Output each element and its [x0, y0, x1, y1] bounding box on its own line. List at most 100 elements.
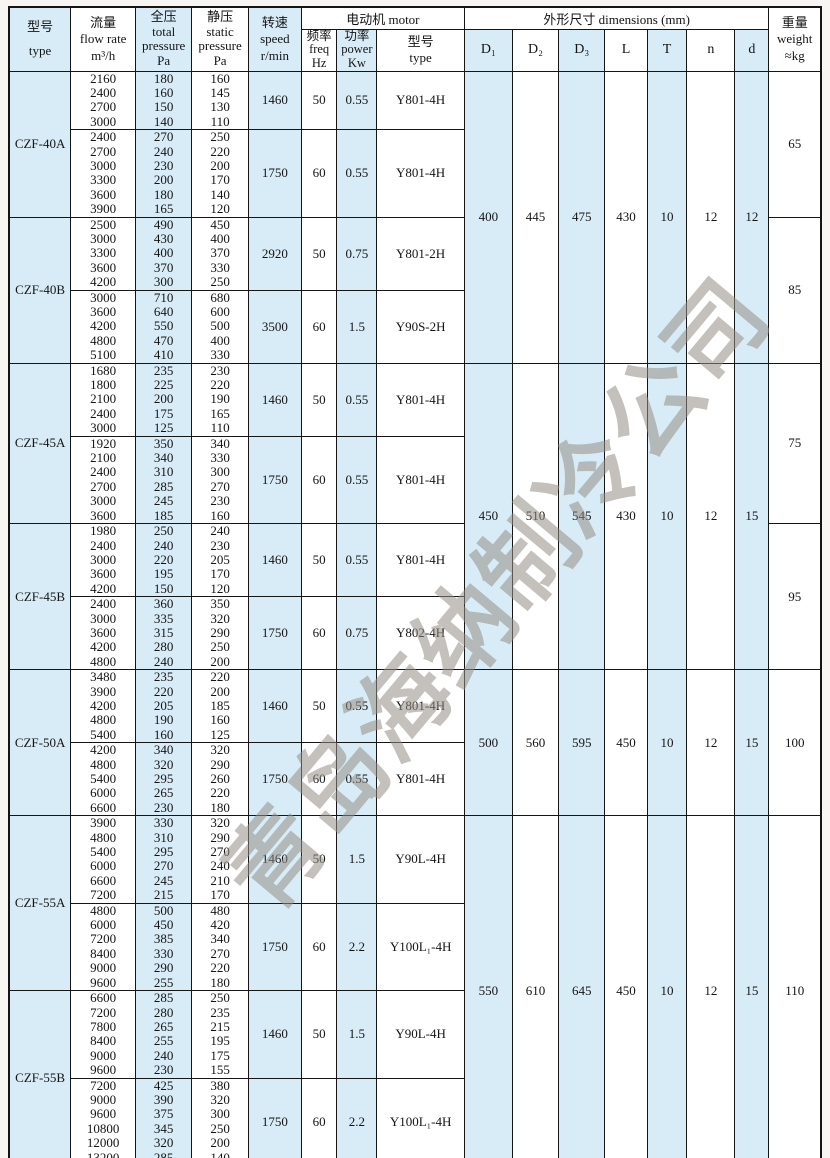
- weight-cell: 85: [768, 216, 822, 364]
- static-pressure-cell: 320 290 260 220 180: [191, 742, 249, 817]
- header-sub-row: 频率 freq Hz 功率 power Kw 型号 type D₁ D₂ D₃ …: [9, 28, 821, 72]
- col-header-d1: D₁: [463, 28, 513, 72]
- static-pressure-cell: 160 145 130 110: [191, 70, 249, 131]
- dim-T-cell: 10: [646, 669, 688, 817]
- dim-d1-cell: 400: [463, 70, 513, 364]
- dim-d1-cell: 550: [463, 815, 513, 1158]
- dim-n-cell: 12: [686, 815, 736, 1158]
- dim-d2-cell: 510: [511, 362, 560, 671]
- dim-T-cell: 10: [646, 815, 688, 1158]
- flow-cell: 2160 2400 2700 3000: [70, 70, 137, 131]
- power-cell: 1.5: [336, 990, 378, 1079]
- total-pressure-cell: 500 450 385 330 290 255: [135, 902, 193, 992]
- col-header-d: d: [734, 28, 770, 72]
- static-pressure-cell: 680 600 500 400 330: [191, 289, 249, 364]
- dim-d1-cell: 450: [463, 362, 513, 671]
- flow-cell: 3900 4800 5400 6000 6600 7200: [70, 815, 137, 904]
- weight-cell: 110: [768, 815, 822, 1158]
- flow-cell: 3000 3600 4200 4800 5100: [70, 289, 137, 364]
- static-pressure-cell: 450 400 370 330 250: [191, 216, 249, 291]
- flow-cell: 6600 7200 7800 8400 9000 9600: [70, 990, 137, 1079]
- speed-cell: 1750: [248, 596, 302, 671]
- col-header-static-pressure: 静压 static pressure Pa: [191, 6, 249, 72]
- dim-d2-cell: 560: [511, 669, 560, 817]
- motor-type-cell: Y90S-2H: [376, 289, 465, 364]
- speed-cell: 1750: [248, 129, 302, 218]
- dim-d2-cell: 610: [511, 815, 560, 1158]
- dim-d-cell: 15: [734, 362, 770, 671]
- motor-type-cell: Y801-4H: [376, 362, 465, 437]
- power-cell: 2.2: [336, 902, 378, 992]
- dim-n-cell: 12: [686, 669, 736, 817]
- model-name: CZF-55B: [8, 990, 72, 1158]
- spec-row: CZF-45B 1980 2400 3000 3600 4200 250 240…: [8, 523, 822, 671]
- motor-type-cell: Y90L-4H: [376, 990, 465, 1079]
- flow-cell: 2400 2700 3000 3300 3600 3900: [70, 129, 137, 218]
- motor-type-cell: Y801-4H: [376, 742, 465, 817]
- col-header-speed: 转速 speed r/min: [248, 6, 302, 72]
- col-header-L: L: [604, 28, 648, 72]
- spec-row: 2400 3000 3600 4200 4800 360 335 315 280…: [9, 596, 821, 671]
- motor-type-cell: Y100L₁-4H: [376, 902, 465, 992]
- dim-n-cell: 12: [686, 70, 736, 364]
- dim-d3-cell: 595: [558, 669, 606, 817]
- dim-L-cell: 430: [604, 70, 648, 364]
- dim-L-cell: 450: [604, 815, 648, 1158]
- spec-row: 4800 6000 7200 8400 9000 9600 500 450 38…: [9, 902, 821, 992]
- dim-T-cell: 10: [646, 362, 688, 671]
- static-pressure-cell: 350 320 290 250 200: [191, 596, 249, 671]
- spec-row: CZF-50A 3480 3900 4200 4800 5400 235 220…: [8, 669, 822, 817]
- freq-cell: 50: [300, 815, 338, 904]
- model-name: CZF-50A: [8, 669, 72, 817]
- fan-spec-table: 型号 type 流量 flow rate m³/h 全压 total press…: [8, 6, 822, 1158]
- motor-type-cell: Y100L₁-4H: [376, 1077, 465, 1158]
- motor-type-cell: Y801-4H: [376, 435, 465, 525]
- speed-cell: 1750: [248, 1077, 302, 1158]
- static-pressure-cell: 380 320 300 250 200 140: [191, 1077, 249, 1158]
- flow-cell: 3480 3900 4200 4800 5400: [70, 669, 137, 744]
- freq-cell: 60: [300, 289, 338, 364]
- flow-cell: 7200 9000 9600 10800 12000 13200: [70, 1077, 137, 1158]
- static-pressure-cell: 220 200 185 160 125: [191, 669, 249, 744]
- freq-cell: 60: [300, 129, 338, 218]
- freq-cell: 60: [300, 742, 338, 817]
- power-cell: 0.55: [336, 435, 378, 525]
- power-cell: 0.55: [336, 362, 378, 437]
- col-header-type: 型号 type: [8, 6, 72, 72]
- freq-cell: 60: [300, 435, 338, 525]
- power-cell: 0.55: [336, 742, 378, 817]
- static-pressure-cell: 340 330 300 270 230 160: [191, 435, 249, 525]
- spec-row: 3000 3600 4200 4800 5100 710 640 550 470…: [9, 289, 821, 364]
- freq-cell: 50: [300, 669, 338, 744]
- dim-L-cell: 430: [604, 362, 648, 671]
- dim-L-cell: 450: [604, 669, 648, 817]
- static-pressure-cell: 320 290 270 240 210 170: [191, 815, 249, 904]
- total-pressure-cell: 425 390 375 345 320 285: [135, 1077, 193, 1158]
- spec-row: 1920 2100 2400 2700 3000 3600 350 340 31…: [9, 435, 821, 525]
- speed-cell: 1750: [248, 742, 302, 817]
- motor-type-cell: Y801-2H: [376, 216, 465, 291]
- model-name: CZF-40A: [8, 70, 72, 218]
- col-header-T: T: [646, 28, 688, 72]
- motor-type-cell: Y90L-4H: [376, 815, 465, 904]
- model-name: CZF-45A: [8, 362, 72, 525]
- speed-cell: 1460: [248, 523, 302, 598]
- dim-d3-cell: 545: [558, 362, 606, 671]
- spec-row: 4200 4800 5400 6000 6600 340 320 295 265…: [9, 742, 821, 817]
- spec-row: CZF-55B 6600 7200 7800 8400 9000 9600 28…: [8, 990, 821, 1158]
- col-header-motor-type: 型号 type: [376, 28, 465, 72]
- power-cell: 0.55: [336, 129, 378, 218]
- model-name: CZF-55A: [8, 815, 72, 992]
- freq-cell: 50: [300, 216, 338, 291]
- freq-cell: 50: [300, 523, 338, 598]
- power-cell: 0.55: [336, 70, 378, 131]
- freq-cell: 50: [300, 990, 338, 1079]
- power-cell: 0.75: [336, 216, 378, 291]
- flow-cell: 1920 2100 2400 2700 3000 3600: [70, 435, 137, 525]
- weight-cell: 100: [768, 669, 822, 817]
- weight-cell: 65: [768, 70, 822, 218]
- col-header-weight: 重量 weight ≈kg: [768, 6, 822, 72]
- speed-cell: 1460: [248, 669, 302, 744]
- speed-cell: 3500: [248, 289, 302, 364]
- dim-d-cell: 15: [734, 669, 770, 817]
